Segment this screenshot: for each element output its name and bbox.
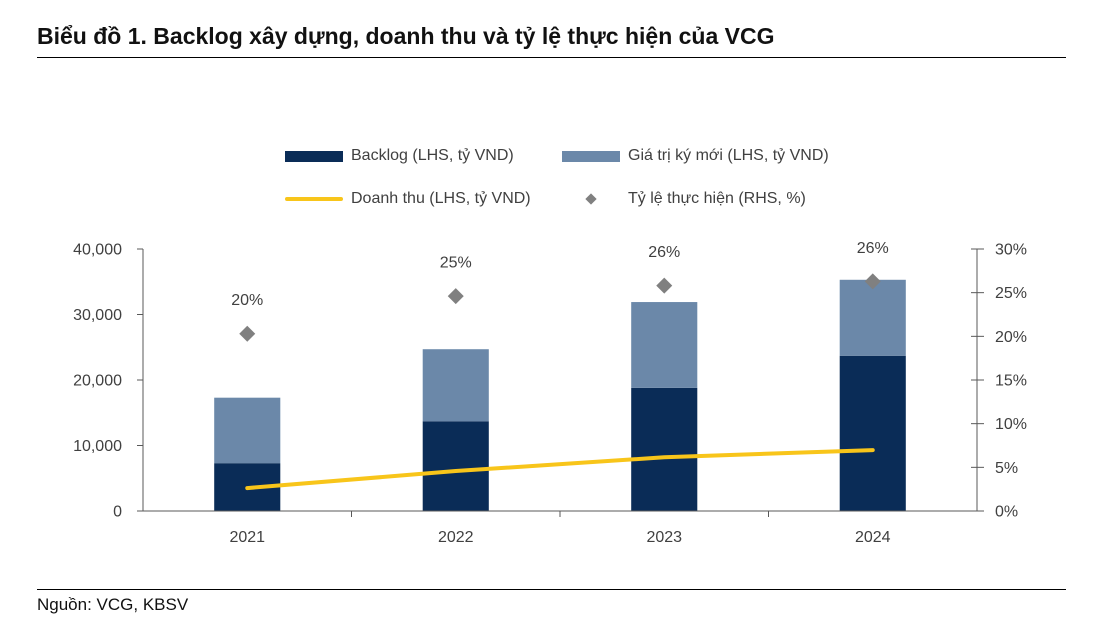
source-note: Nguồn: VCG, KBSV — [37, 595, 189, 614]
legend-label-completion-rate: Tỷ lệ thực hiện (RHS, %) — [628, 190, 806, 207]
bar-new-contracts-2021 — [214, 397, 281, 464]
left-axis-tick-label: 10,000 — [73, 438, 122, 455]
bar-backlog-2024 — [839, 355, 906, 511]
right-axis-tick-label: 10% — [995, 416, 1027, 433]
right-axis-tick-label: 0% — [995, 504, 1018, 521]
legend-label-new-contracts: Giá trị ký mới (LHS, tỷ VND) — [628, 147, 829, 164]
completion-rate-point-2024 — [864, 273, 881, 290]
bar-backlog-2023 — [631, 387, 698, 511]
completion-rate-data-label: 26% — [648, 244, 680, 261]
bar-new-contracts-2024 — [839, 279, 906, 356]
bar-new-contracts-2023 — [631, 302, 698, 388]
bar-backlog-2022 — [422, 421, 489, 511]
bar-group — [214, 279, 906, 511]
data-label-group: 20% 25% 26% 26% — [231, 240, 889, 309]
left-axis-tick-label: 20,000 — [73, 373, 122, 390]
x-axis-category-label: 2024 — [855, 529, 891, 546]
point-group — [239, 273, 881, 342]
left-axis-tick-label: 0 — [113, 504, 122, 521]
completion-rate-data-label: 26% — [857, 240, 889, 257]
source-divider — [37, 589, 1066, 590]
right-axis-tick-label: 30% — [995, 242, 1027, 259]
x-axis-category-label: 2022 — [438, 529, 474, 546]
chart-title: Biểu đồ 1. Backlog xây dựng, doanh thu v… — [37, 23, 775, 49]
legend-swatch-backlog — [285, 151, 343, 162]
x-axis-category-label: 2023 — [646, 529, 682, 546]
title-divider — [37, 57, 1066, 58]
completion-rate-point-2023 — [656, 277, 673, 294]
right-axis-tick-label: 20% — [995, 329, 1027, 346]
legend-swatch-revenue — [285, 197, 343, 201]
legend-label-backlog: Backlog (LHS, tỷ VND) — [351, 147, 514, 164]
x-axis-category-label: 2021 — [229, 529, 265, 546]
right-axis-tick-label: 15% — [995, 373, 1027, 390]
revenue-line — [245, 448, 875, 491]
right-axis-tick-label: 25% — [995, 285, 1027, 302]
completion-rate-data-label: 20% — [231, 292, 263, 309]
left-axis-tick-label: 30,000 — [73, 307, 122, 324]
legend-swatch-new-contracts — [562, 151, 620, 162]
right-axis-tick-label: 5% — [995, 460, 1018, 477]
bar-new-contracts-2022 — [422, 349, 489, 422]
completion-rate-point-2021 — [239, 325, 256, 342]
line-group — [245, 448, 875, 491]
legend-label-revenue: Doanh thu (LHS, tỷ VND) — [351, 190, 531, 207]
axes-group: 0 10,000 20,000 30,000 40,000 0% 5% 10% 15% 20% 25… — [73, 242, 1027, 547]
left-axis-tick-label: 40,000 — [73, 242, 122, 259]
completion-rate-point-2022 — [447, 288, 464, 305]
completion-rate-data-label: 25% — [440, 255, 472, 272]
